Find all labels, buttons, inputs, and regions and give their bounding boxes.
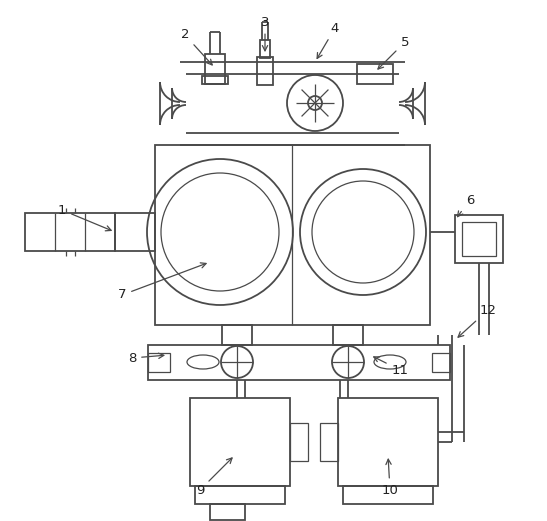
Bar xyxy=(338,398,438,486)
Bar xyxy=(148,345,450,380)
Text: 6: 6 xyxy=(457,193,474,217)
Bar xyxy=(205,54,225,84)
Bar xyxy=(222,325,252,345)
Bar xyxy=(343,486,433,504)
Bar xyxy=(148,353,170,372)
Bar xyxy=(432,353,450,372)
Bar xyxy=(210,504,245,520)
Text: 2: 2 xyxy=(181,29,212,65)
Bar xyxy=(462,222,496,256)
Text: 4: 4 xyxy=(317,21,339,58)
Bar xyxy=(190,398,290,486)
Bar xyxy=(25,213,115,251)
Bar xyxy=(202,76,228,84)
Bar xyxy=(357,64,393,84)
Bar xyxy=(115,213,155,251)
Bar xyxy=(333,325,363,345)
Text: 12: 12 xyxy=(458,304,497,337)
Bar xyxy=(195,486,285,504)
Bar xyxy=(320,423,338,461)
Bar xyxy=(260,40,270,58)
Text: 9: 9 xyxy=(196,458,232,497)
Text: 8: 8 xyxy=(128,352,164,365)
Text: 11: 11 xyxy=(374,357,409,377)
Bar xyxy=(290,423,308,461)
Bar xyxy=(155,145,430,325)
Bar xyxy=(455,215,503,263)
Bar xyxy=(257,57,273,85)
Text: 7: 7 xyxy=(118,263,206,302)
Text: 3: 3 xyxy=(261,16,269,51)
Text: 5: 5 xyxy=(378,35,409,69)
Text: 1: 1 xyxy=(58,204,111,231)
Text: 10: 10 xyxy=(382,459,398,497)
